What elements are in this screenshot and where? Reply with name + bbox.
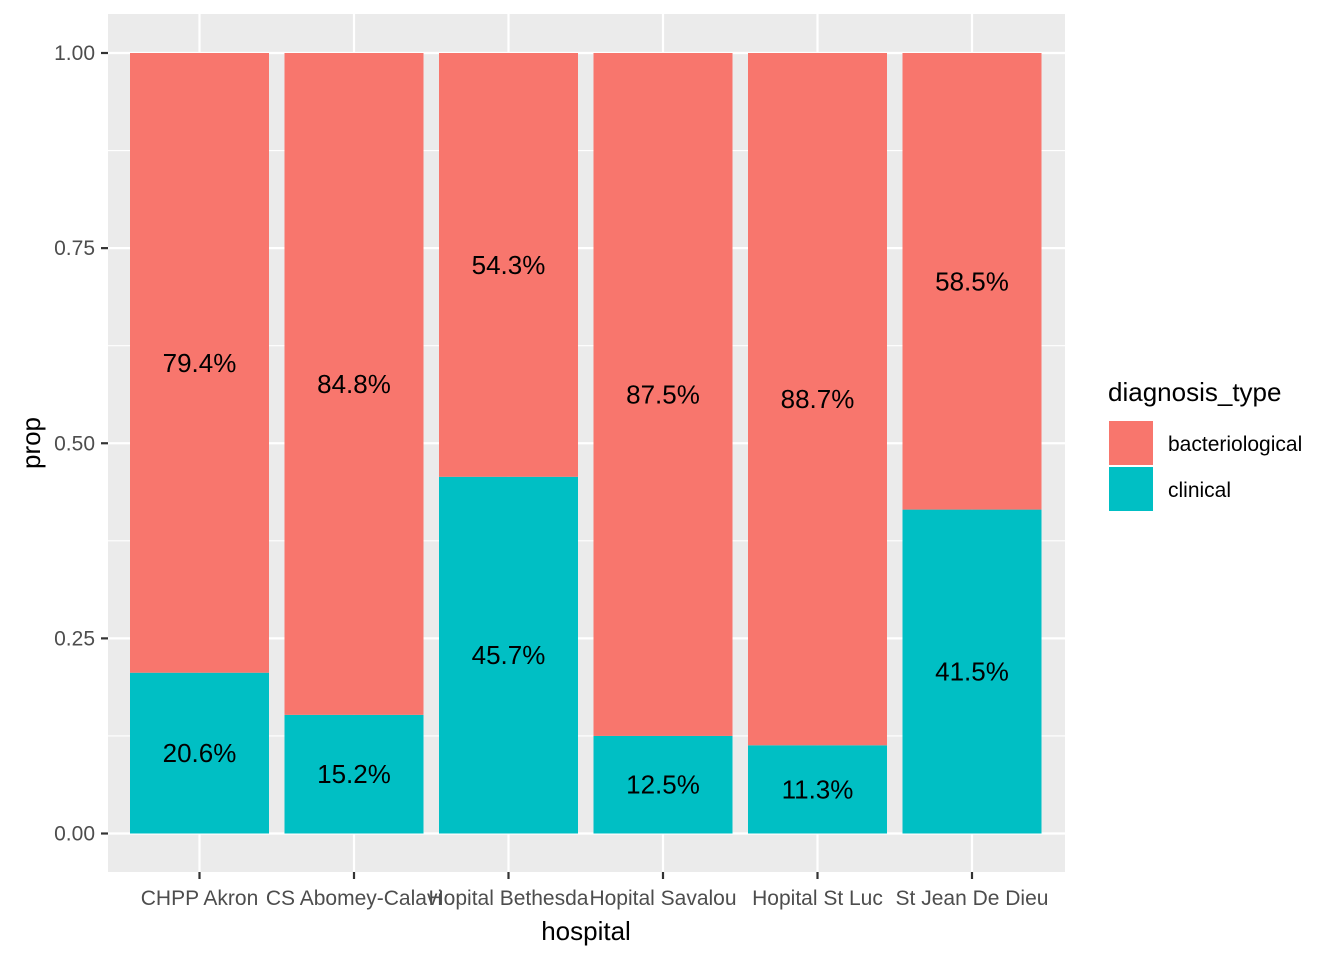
x-tick-label: Hopital Bethesda [429, 887, 589, 910]
y-tick-label: 0.50 [54, 432, 95, 455]
bar-clinical-5 [902, 509, 1042, 834]
bar-clinical-0 [130, 672, 269, 834]
bar-label-clinical-0: 20.6% [163, 738, 237, 768]
legend: diagnosis_type bacteriological clinical [1107, 377, 1302, 513]
bar-label-bacteriological-1: 84.8% [317, 369, 391, 399]
legend-label-clinical: clinical [1168, 479, 1231, 502]
y-axis-title: prop [16, 417, 46, 469]
y-tick-label: 1.00 [54, 42, 95, 65]
bar-label-clinical-5: 41.5% [935, 657, 1009, 687]
bar-clinical-1 [284, 714, 424, 834]
bar-label-clinical-2: 45.7% [472, 640, 546, 670]
bar-bacteriological-5 [902, 53, 1042, 510]
legend-label-bacteriological: bacteriological [1168, 433, 1302, 456]
bar-labels: 20.6% 79.4% 15.2% 84.8% 45.7% 54.3% 12.5% 87.5%… [163, 250, 1009, 804]
bar-label-clinical-4: 11.3% [782, 774, 854, 804]
y-tick-label: 0.00 [54, 823, 95, 846]
y-axis: 0.00 0.25 0.50 0.75 1.00 [54, 42, 108, 846]
bars [130, 53, 1042, 834]
bar-bacteriological-3 [593, 53, 733, 736]
bar-bacteriological-2 [439, 53, 578, 477]
bar-bacteriological-4 [748, 53, 887, 746]
bar-label-bacteriological-4: 88.7% [781, 384, 855, 414]
bar-label-clinical-1: 15.2% [317, 759, 391, 789]
legend-title: diagnosis_type [1108, 377, 1281, 407]
bar-label-bacteriological-2: 54.3% [472, 250, 546, 280]
x-tick-label: CS Abomey-Calavi [266, 887, 442, 910]
bar-label-bacteriological-3: 87.5% [626, 379, 700, 409]
bar-clinical-2 [439, 476, 578, 834]
bar-label-bacteriological-5: 58.5% [935, 266, 1009, 296]
bar-label-clinical-3: 12.5% [626, 770, 700, 800]
bar-bacteriological-1 [284, 53, 424, 715]
bar-bacteriological-0 [130, 53, 269, 673]
legend-key-clinical [1107, 465, 1155, 513]
bar-clinical-4 [748, 745, 887, 834]
x-tick-label: St Jean De Dieu [896, 887, 1049, 910]
x-tick-label: Hopital St Luc [752, 887, 883, 910]
y-tick-label: 0.25 [54, 627, 95, 650]
x-tick-label: CHPP Akron [141, 887, 259, 910]
legend-key-bacteriological [1107, 419, 1155, 467]
x-axis-title: hospital [541, 916, 631, 946]
bar-clinical-3 [593, 735, 733, 834]
x-tick-label: Hopital Savalou [589, 887, 736, 910]
bar-label-bacteriological-0: 79.4% [163, 348, 237, 378]
y-tick-label: 0.75 [54, 237, 95, 260]
